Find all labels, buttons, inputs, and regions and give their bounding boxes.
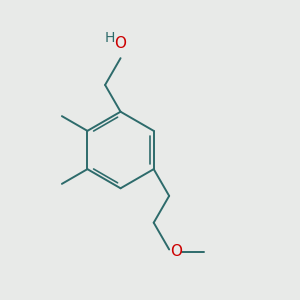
Text: H: H <box>104 31 115 45</box>
Text: O: O <box>170 244 182 259</box>
Text: O: O <box>115 36 127 51</box>
